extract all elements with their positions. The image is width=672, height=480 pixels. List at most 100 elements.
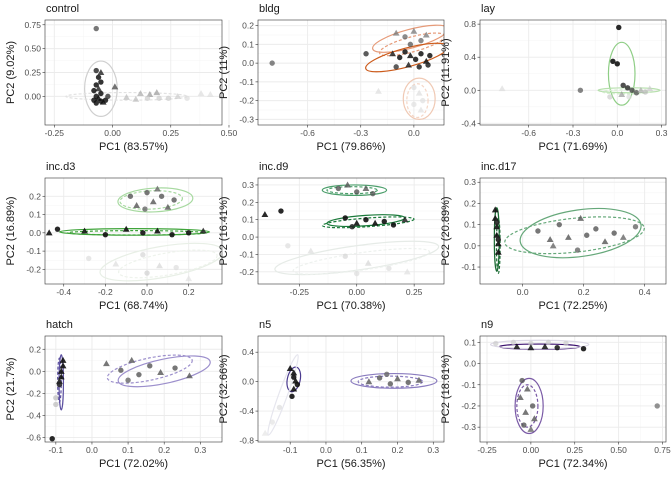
data-point-triangle [549, 242, 557, 249]
data-point-triangle [123, 93, 130, 100]
y-tick-label: -0.1 [461, 262, 476, 272]
panel-background [45, 336, 222, 442]
confidence-ellipse [372, 24, 444, 53]
data-layer [261, 354, 438, 436]
x-tick-label: 0.4 [639, 287, 651, 297]
y-tick-label: -0.2 [239, 96, 254, 106]
data-point-circle [418, 51, 424, 57]
y-tick-label: 0.2 [29, 191, 41, 201]
panel-border [257, 335, 445, 443]
data-point-circle [529, 403, 536, 409]
data-point-triangle [362, 185, 370, 191]
data-point-circle [354, 270, 360, 277]
data-point-triangle [174, 92, 182, 99]
facet-hatch: -0.1 0.0 0.1 0.2 0.3 -0.6 -0.4 -0.2 0.0 0.2 hatch P… [5, 319, 223, 470]
data-point-triangle [513, 343, 521, 350]
data-layer [261, 181, 440, 277]
x-axis-label: PC1 (72.34%) [538, 458, 607, 470]
x-tick-label: 0.75 [654, 445, 671, 455]
data-point-triangle [132, 95, 140, 102]
confidence-ellipse [489, 339, 590, 350]
y-tick-label: -0.1 [239, 77, 254, 87]
x-tick-label: 0.1 [122, 445, 134, 455]
x-tick-label: 0.3 [194, 445, 206, 455]
data-point-triangle [375, 87, 382, 94]
data-point-circle [418, 37, 424, 44]
x-tick-label: 0.2 [158, 445, 170, 455]
data-point-triangle [410, 27, 418, 34]
data-point-circle [494, 219, 500, 226]
data-point-circle [427, 52, 433, 59]
data-point-triangle [133, 202, 141, 208]
y-tick-label: 0.0 [242, 377, 254, 387]
confidence-ellipse [378, 32, 444, 57]
confidence-ellipse [516, 384, 539, 428]
confidence-ellipse [267, 354, 299, 436]
data-point-triangle [392, 29, 400, 36]
data-point-circle [289, 393, 295, 400]
facet-title: n9 [481, 319, 493, 331]
panel-border [257, 19, 445, 126]
x-tick-label: 0.25 [566, 445, 583, 455]
y-tick-label: 0.2 [242, 197, 254, 207]
data-point-circle [98, 90, 104, 97]
grid [45, 20, 230, 125]
data-point-circle [397, 54, 403, 61]
data-point-circle [269, 60, 275, 66]
data-point-triangle [491, 206, 499, 213]
confidence-ellipse [57, 357, 62, 403]
data-point-triangle [164, 203, 172, 210]
facet-inc.d9: -0.25 0.00 0.25 -0.2 -0.1 0.0 0.1 0.2 0.3 inc.d9 P… [218, 161, 445, 312]
data-point-circle [144, 95, 151, 101]
facet-inc.d3: -0.4 -0.2 0.0 0.2 -0.2 -0.1 0.0 0.1 0.2 inc.d3 PC1… [5, 161, 223, 312]
data-point-triangle [494, 248, 502, 255]
data-point-triangle [527, 344, 535, 351]
data-point-triangle [601, 238, 609, 245]
panel-border [44, 177, 223, 285]
data-point-circle [610, 58, 616, 65]
data-point-circle [611, 230, 617, 236]
data-point-circle [144, 189, 150, 196]
data-point-circle [580, 346, 587, 352]
data-point-circle [654, 403, 660, 409]
data-point-circle [363, 51, 369, 57]
panel-background [480, 336, 666, 442]
y-axis-label: PC2 (16.89%) [5, 196, 17, 265]
facet-n9: -0.25 0.00 0.25 0.50 0.75 -0.3 -0.2 -0.1 0.0 0.1 n… [440, 319, 671, 470]
data-point-triangle [422, 31, 430, 38]
data-point-triangle [619, 233, 627, 240]
data-point-triangle [99, 98, 107, 105]
data-point-triangle [103, 360, 110, 367]
data-point-circle [142, 206, 148, 212]
data-point-circle [276, 404, 283, 411]
y-tick-label: 0.8 [464, 19, 476, 29]
data-point-circle [629, 87, 635, 93]
data-point-triangle [415, 89, 423, 96]
y-axis-label: PC2 (9.02%) [5, 41, 17, 104]
y-axis-label: PC2 (11%) [218, 46, 230, 99]
data-point-circle [616, 24, 622, 31]
confidence-ellipse [118, 249, 218, 279]
data-point-triangle [417, 106, 425, 113]
data-point-circle [125, 377, 131, 383]
data-point-circle [624, 85, 631, 91]
data-point-triangle [199, 227, 207, 234]
y-tick-label: -0.6 [26, 433, 41, 443]
data-point-circle [173, 264, 179, 271]
data-point-circle [607, 94, 613, 100]
data-point-triangle [137, 90, 144, 97]
data-point-triangle [290, 385, 298, 392]
data-point-circle [535, 228, 541, 234]
data-point-triangle [122, 225, 130, 232]
confidence-ellipse [607, 41, 636, 106]
x-tick-label: 0.00 [523, 445, 540, 455]
y-tick-label: -0.4 [461, 118, 476, 128]
data-point-triangle [286, 364, 294, 371]
y-tick-label: 0.2 [29, 344, 41, 354]
data-point-triangle [344, 181, 351, 188]
data-point-triangle [149, 198, 157, 205]
data-point-circle [136, 371, 142, 378]
facet-title: lay [481, 3, 496, 15]
panel-border [257, 177, 445, 285]
data-point-circle [86, 255, 92, 262]
